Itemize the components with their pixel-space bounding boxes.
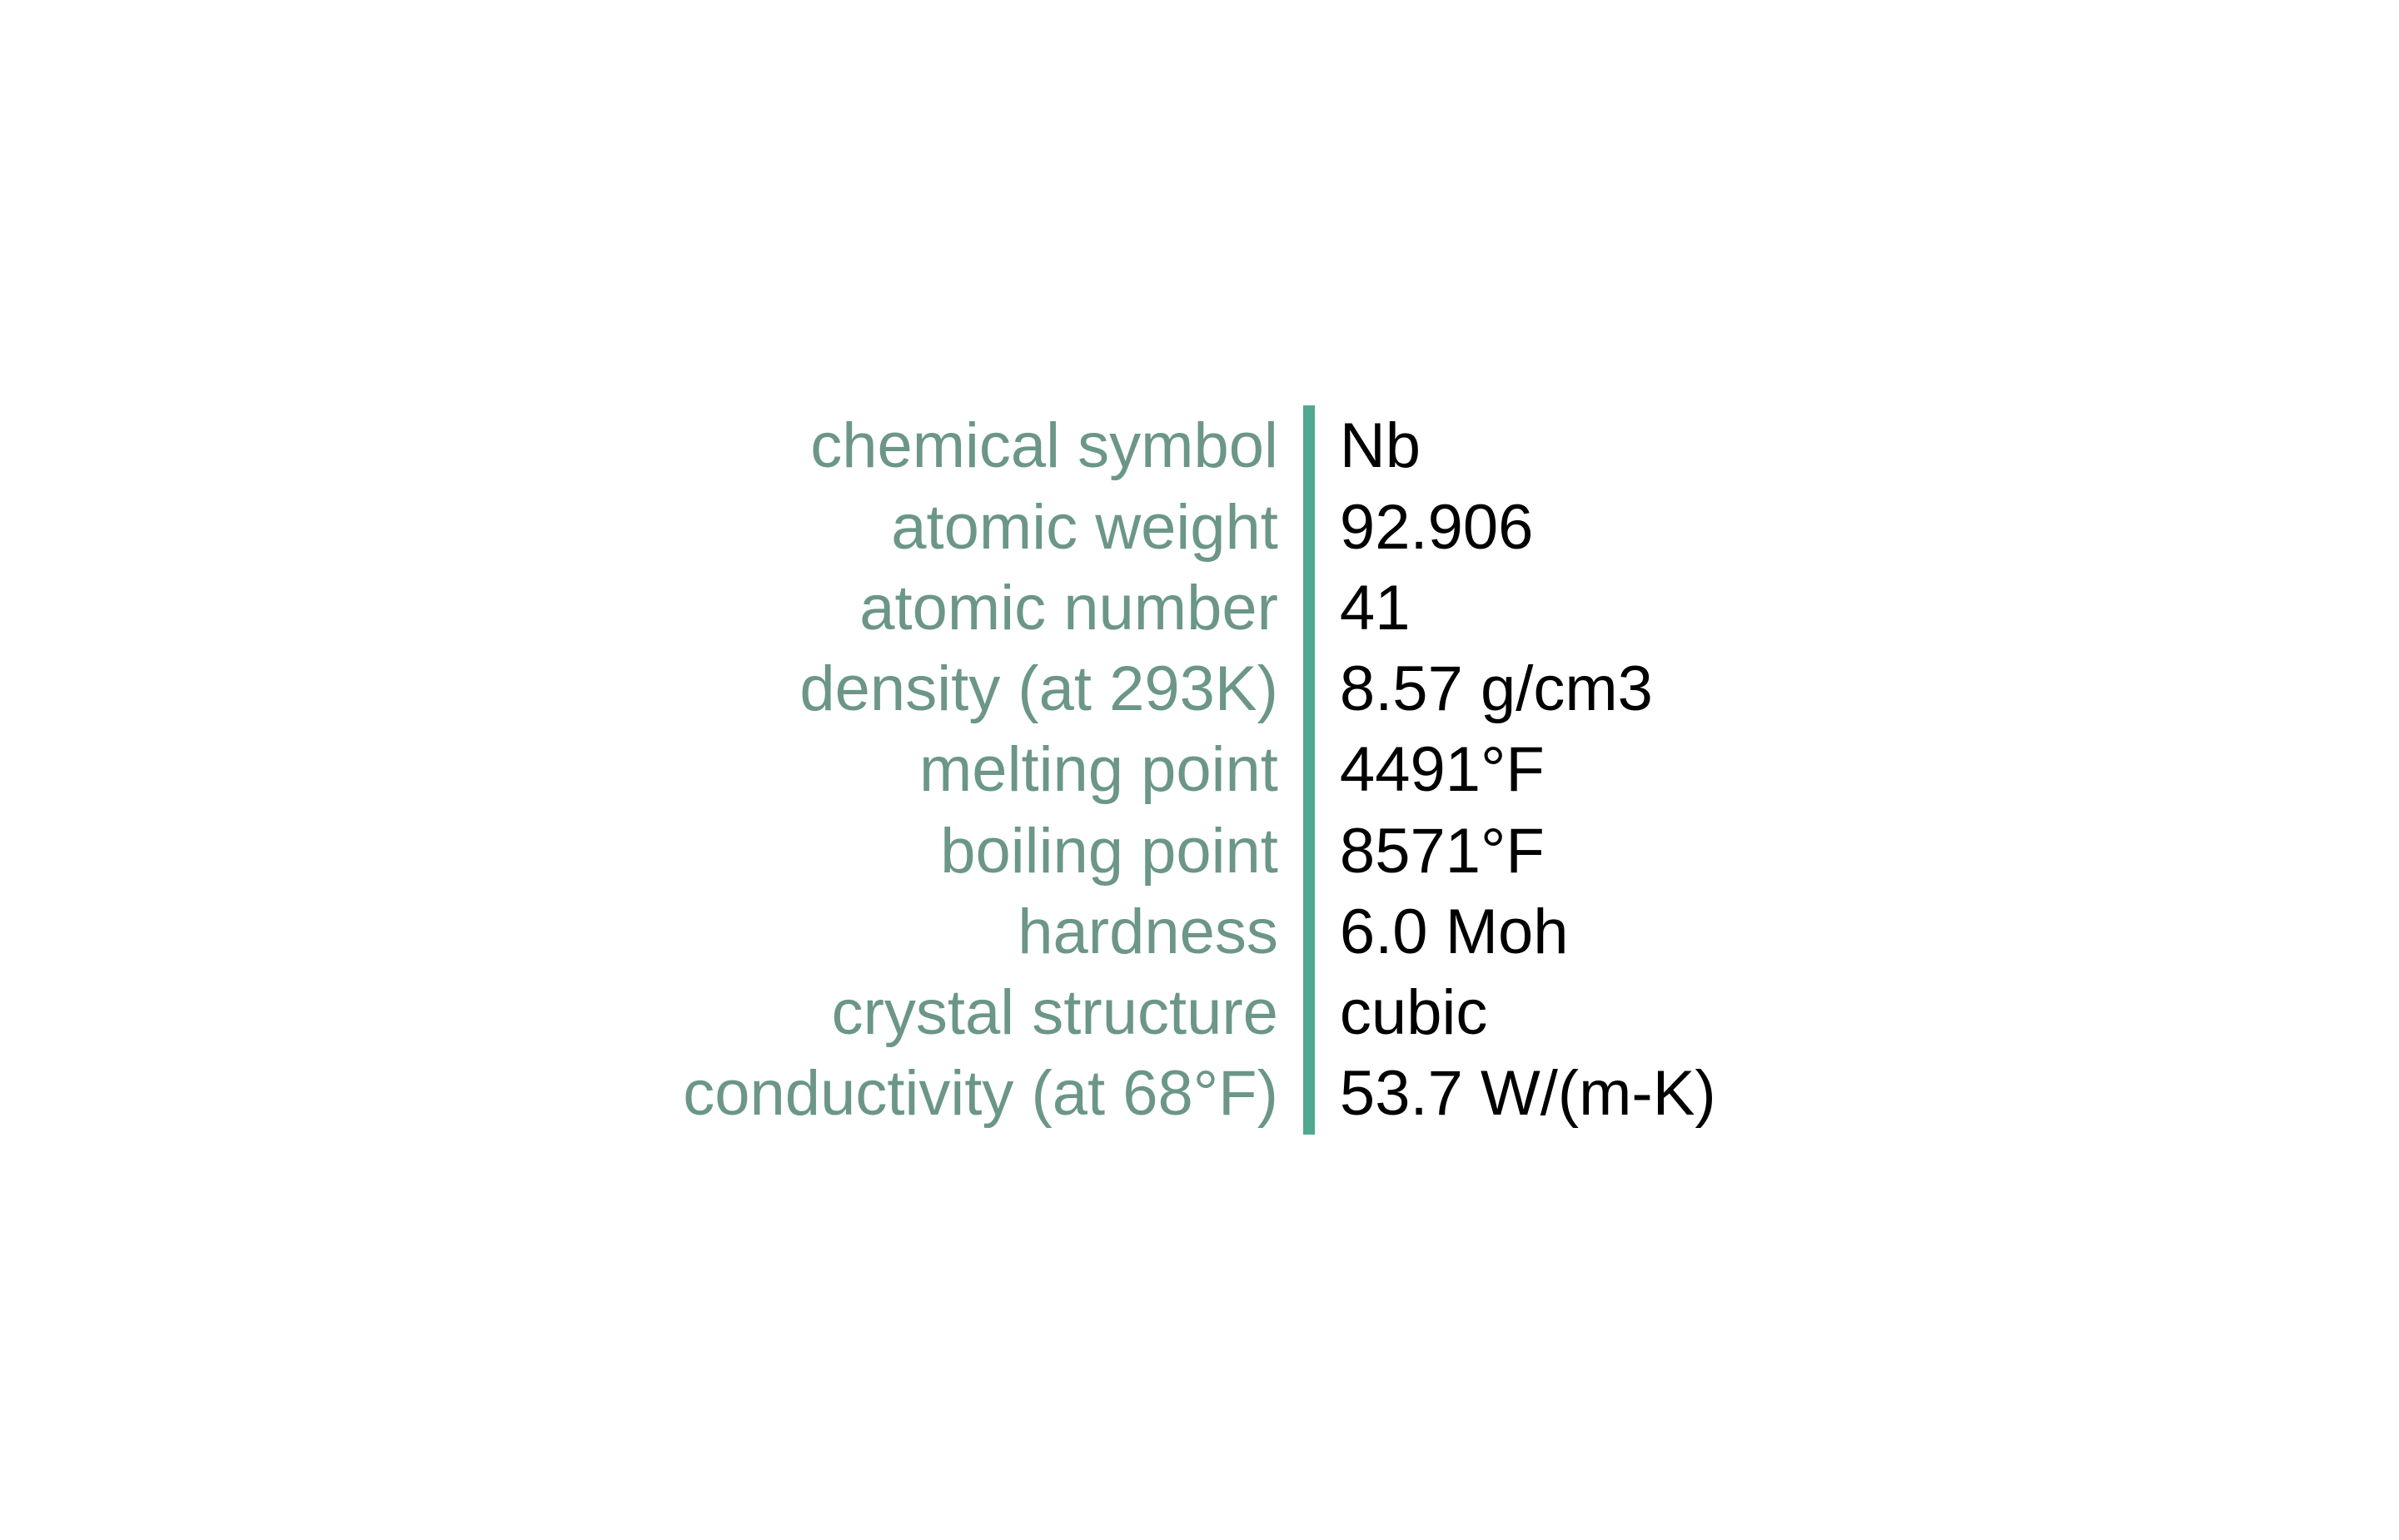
property-label: melting point (683, 729, 1278, 810)
property-value: 41 (1340, 568, 1716, 648)
property-value: Nb (1340, 405, 1716, 486)
values-column: Nb 92.906 41 8.57 g/cm3 4491°F 8571°F 6.… (1315, 405, 1716, 1134)
property-label: atomic number (683, 568, 1278, 648)
vertical-divider (1303, 405, 1315, 1134)
property-label: boiling point (683, 811, 1278, 892)
property-label: crystal structure (683, 972, 1278, 1053)
property-label: density (at 293K) (683, 648, 1278, 729)
property-label: conductivity (at 68°F) (683, 1053, 1278, 1134)
property-value: 4491°F (1340, 729, 1716, 810)
property-value: 6.0 Moh (1340, 892, 1716, 972)
property-label: chemical symbol (683, 405, 1278, 486)
labels-column: chemical symbol atomic weight atomic num… (683, 405, 1303, 1134)
property-value: 53.7 W/(m-K) (1340, 1053, 1716, 1134)
property-label: hardness (683, 892, 1278, 972)
property-value: 8.57 g/cm3 (1340, 648, 1716, 729)
property-value: cubic (1340, 972, 1716, 1053)
property-value: 92.906 (1340, 487, 1716, 568)
element-property-table: chemical symbol atomic weight atomic num… (683, 405, 1715, 1134)
property-label: atomic weight (683, 487, 1278, 568)
property-value: 8571°F (1340, 811, 1716, 892)
